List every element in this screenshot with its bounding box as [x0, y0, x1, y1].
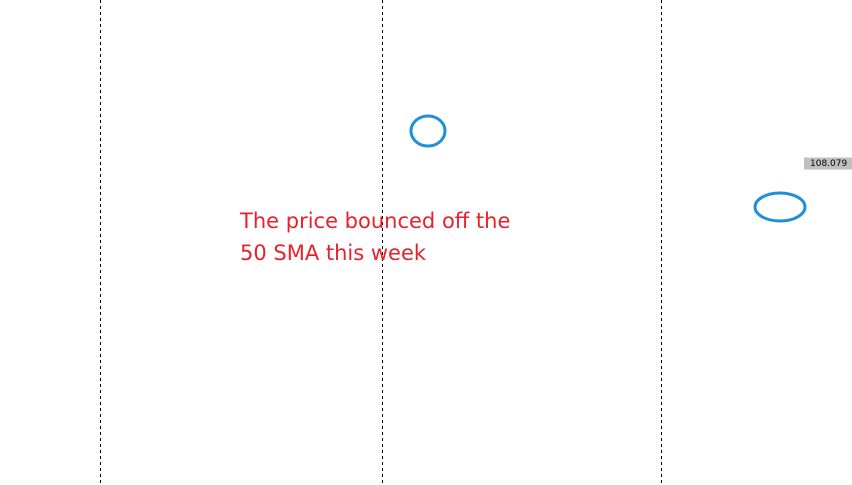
annotation: The price bounced off the: [239, 209, 510, 233]
last-price-label: 108.079: [810, 159, 847, 169]
highlight-circle: [409, 114, 447, 148]
annotation: 50 SMA this week: [240, 241, 427, 265]
period-separators: [100, 0, 662, 485]
highlight-circle: [753, 191, 807, 223]
last-price-box: [804, 157, 852, 170]
